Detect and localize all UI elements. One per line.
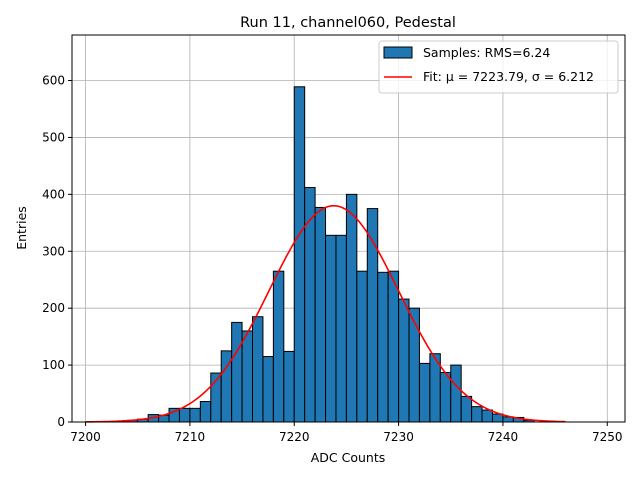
legend-samples-label: Samples: RMS=6.24 — [423, 45, 550, 60]
fit-curve-layer — [85, 204, 566, 423]
x-axis-ticks: 7200 7210 7220 7230 7240 7250 — [70, 422, 623, 444]
x-axis-label: ADC Counts — [311, 450, 386, 465]
histogram-bar — [314, 206, 327, 423]
histogram-bar — [398, 298, 410, 423]
y-tick-label: 600 — [42, 74, 65, 88]
histogram-bar — [231, 321, 243, 423]
y-tick-label: 200 — [42, 301, 65, 315]
histogram-bar — [491, 413, 504, 423]
y-tick-label: 400 — [42, 187, 65, 201]
x-tick-label: 7210 — [175, 430, 206, 444]
histogram-bar — [293, 86, 306, 423]
histogram-bar — [304, 187, 316, 423]
histogram-bar — [450, 364, 462, 423]
legend-frame — [378, 40, 619, 94]
histogram-bar — [387, 270, 400, 423]
histogram-bar — [199, 401, 212, 423]
histogram-bar — [356, 270, 368, 423]
x-tick-label: 7200 — [70, 430, 101, 444]
histogram-bar — [283, 350, 295, 423]
histogram-bar — [408, 307, 420, 423]
histogram-bar — [178, 407, 191, 423]
x-tick-label: 7250 — [592, 430, 623, 444]
y-tick-label: 100 — [42, 358, 65, 372]
chart-title: Run 11, channel060, Pedestal — [240, 15, 456, 31]
histogram-bar — [335, 234, 347, 423]
histogram-bar — [189, 407, 201, 423]
histogram-bar — [345, 193, 358, 423]
y-tick-label: 0 — [57, 415, 65, 429]
histogram-bar — [439, 371, 452, 423]
histogram-bar — [418, 362, 431, 423]
histogram-bar — [460, 395, 473, 423]
legend: Samples: RMS=6.24 Fit: μ = 7223.79, σ = … — [378, 40, 619, 94]
histogram-bar — [481, 409, 493, 423]
legend-fit-label: Fit: μ = 7223.79, σ = 6.212 — [423, 69, 594, 84]
histogram-bar — [377, 271, 389, 423]
histogram-bar — [241, 330, 254, 423]
y-axis-ticks: 0 100 200 300 400 500 600 — [42, 74, 72, 429]
plot-frame — [71, 34, 626, 423]
x-tick-label: 7220 — [279, 430, 310, 444]
histogram-bar — [262, 356, 274, 423]
y-axis-label: Entries — [14, 206, 29, 250]
histogram-bar — [471, 406, 483, 423]
histogram-bar — [272, 270, 285, 423]
x-tick-label: 7230 — [383, 430, 414, 444]
y-tick-label: 300 — [42, 244, 65, 258]
legend-samples-swatch — [383, 46, 413, 59]
y-tick-label: 500 — [42, 130, 65, 144]
x-tick-label: 7240 — [488, 430, 519, 444]
histogram-bars — [126, 86, 535, 423]
histogram-bar — [325, 234, 337, 423]
histogram-bar — [252, 316, 264, 423]
fit-curve — [85, 204, 566, 423]
